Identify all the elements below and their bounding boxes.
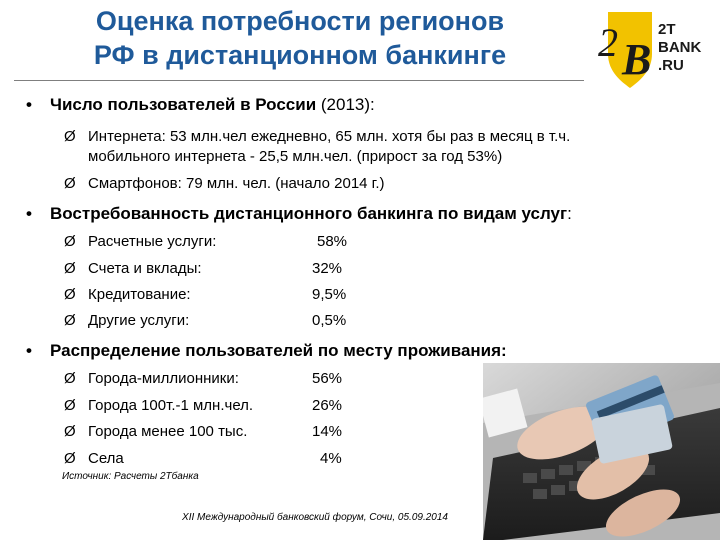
row-value: 58%	[317, 233, 348, 250]
row-label: Города менее 100 тыс.	[88, 423, 248, 440]
arrow-marker: Ø	[64, 423, 76, 440]
logo-text-ru: .RU	[658, 57, 684, 74]
arrow-marker: Ø	[64, 397, 76, 414]
title-line-1: Оценка потребности регионов	[95, 6, 505, 36]
row-label: Счета и вклады:	[88, 260, 202, 277]
bullet-marker: •	[26, 95, 32, 114]
logo-numeral: 2	[598, 20, 618, 65]
row-value: 32%	[312, 260, 343, 277]
bullet-demand: • Востребованность дистанционного банкинг…	[26, 203, 572, 225]
bullet-bold-text: Распределение пользователей по месту про…	[50, 341, 507, 360]
bullet-bold-text: Число пользователей в России	[50, 95, 317, 114]
row-value: 26%	[312, 397, 343, 414]
arrow-marker: Ø	[64, 286, 76, 303]
row-label: Расчетные услуги:	[88, 233, 217, 250]
source-note: Источник: Расчеты 2Тбанка	[62, 471, 199, 482]
bullet-users: • Число пользователей в России (2013):	[26, 94, 375, 116]
bank-card-icon	[586, 375, 674, 464]
row-value: 14%	[312, 423, 343, 440]
row-label: Кредитование:	[88, 286, 191, 303]
demand-row-credit: Ø Кредитование: 9,5%	[64, 285, 346, 305]
2tbank-logo: 2 B 2T BANK .RU	[598, 12, 701, 88]
arrow-marker: Ø	[64, 312, 76, 329]
sub-item-text: Интернета: 53 млн.чел ежедневно, 65 млн.…	[88, 128, 571, 145]
sub-item-internet: Ø Интернета: 53 млн.чел ежедневно, 65 млн…	[64, 127, 570, 167]
row-label: Города 100т.-1 млн.чел.	[88, 397, 254, 414]
row-label: Города-миллионники:	[88, 370, 239, 387]
bullet-bold-text: Востребованность дистанционного банкинга…	[50, 204, 568, 223]
arrow-marker: Ø	[64, 370, 76, 387]
arrow-marker: Ø	[64, 233, 76, 250]
logo-text-2t: 2T	[658, 21, 676, 38]
bullet-normal-text: (2013):	[316, 95, 375, 114]
row-label: Другие услуги:	[88, 312, 190, 329]
demand-row-payments: Ø Расчетные услуги: 58%	[64, 232, 347, 252]
arrow-marker: Ø	[64, 128, 76, 145]
bullet-marker: •	[26, 204, 32, 223]
residence-row-100k-cities: Ø Города 100т.-1 млн.чел. 26%	[64, 396, 342, 416]
logo-shield-icon	[608, 12, 652, 88]
row-value: 4%	[320, 450, 342, 467]
title-line-2: РФ в дистанционном банкинге	[93, 40, 507, 70]
logo-letter: B	[621, 35, 651, 84]
sub-item-text: Смартфонов: 79 млн. чел. (начало 2014 г.…	[88, 175, 385, 192]
arrow-marker: Ø	[64, 450, 76, 467]
card-laptop-photo	[483, 363, 720, 540]
arrow-marker: Ø	[64, 260, 76, 277]
bullet-normal-text: :	[567, 204, 572, 223]
residence-row-million-cities: Ø Города-миллионники: 56%	[64, 369, 342, 389]
title-divider	[14, 80, 584, 81]
sub-item-text-continued: мобильного интернета - 25,5 млн.чел. (пр…	[88, 148, 503, 165]
residence-row-villages: Ø Села 4%	[64, 449, 342, 469]
residence-row-small-cities: Ø Города менее 100 тыс. 14%	[64, 422, 342, 442]
logo-text-bank: BANK	[658, 39, 701, 56]
page-title: Оценка потребности регионов РФ в дистанц…	[0, 4, 600, 72]
footer-text: XII Международный банковский форум, Сочи…	[182, 512, 448, 523]
bullet-marker: •	[26, 341, 32, 360]
arrow-marker: Ø	[64, 175, 76, 192]
demand-row-other: Ø Другие услуги: 0,5%	[64, 311, 346, 331]
bullet-residence: • Распределение пользователей по месту пр…	[26, 340, 507, 362]
row-value: 56%	[312, 370, 343, 387]
row-value: 0,5%	[312, 312, 347, 329]
row-value: 9,5%	[312, 286, 347, 303]
hands-icon	[483, 388, 650, 500]
sub-item-smartphones: Ø Смартфонов: 79 млн. чел. (начало 2014 г…	[64, 174, 384, 194]
row-label: Села	[88, 450, 124, 467]
demand-row-deposits: Ø Счета и вклады: 32%	[64, 259, 342, 279]
